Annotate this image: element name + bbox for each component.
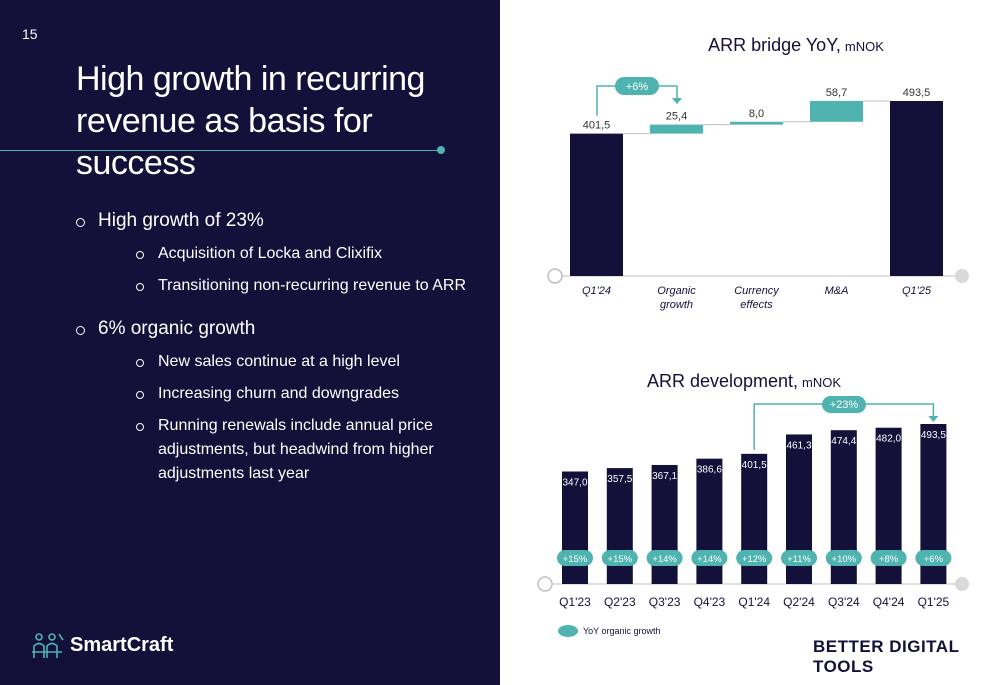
sub-bullet-item: New sales continue at a high level (136, 350, 476, 374)
chart-title-unit: mNOK (845, 39, 884, 54)
growth-pill-label: +15% (563, 554, 588, 565)
growth-pill (691, 550, 728, 566)
worker-icon (32, 633, 64, 658)
bar-value-label: 482,0 (876, 434, 901, 445)
growth-badge (822, 396, 866, 413)
sub-bullet-list: New sales continue at a high level Incre… (136, 350, 476, 486)
sub-bullet-item: Increasing churn and downgrades (136, 382, 476, 406)
arr-bar (651, 464, 678, 584)
category-label: Q1'24 (738, 595, 770, 609)
baseline-start-marker (537, 576, 553, 592)
legend-swatch (558, 625, 578, 637)
chart-title: ARR bridge YoY, mNOK (708, 35, 884, 55)
growth-pill-label: +11% (787, 554, 811, 565)
bar-value-label: 367,1 (652, 471, 677, 482)
bullet-item: High growth of 23% Acquisition of Locka … (76, 208, 476, 298)
chart-title-unit: mNOK (802, 375, 841, 390)
chart-title-text: ARR bridge YoY, (708, 35, 841, 55)
bar-value-label: 474,4 (831, 436, 856, 447)
annotation-arrowhead (672, 98, 682, 104)
divider-dot (437, 146, 445, 154)
bar-value-label: 401,5 (583, 120, 611, 132)
bar-value-label: 461,3 (786, 440, 811, 451)
growth-badge (615, 77, 659, 95)
growth-pill (781, 550, 817, 566)
growth-pill-label: +15% (608, 554, 633, 565)
sub-bullet-item: Running renewals include annual price ad… (136, 414, 476, 486)
sub-bullet-item: Acquisition of Locka and Clixifix (136, 242, 476, 266)
growth-pill (915, 550, 952, 566)
growth-badge-label: +23% (830, 399, 859, 411)
category-label: Q2'24 (783, 595, 815, 609)
category-label: Q1'23 (559, 595, 591, 609)
growth-pill (557, 550, 593, 566)
chart-title: ARR development, mNOK (647, 371, 841, 391)
legend-label: YoY organic growth (583, 626, 661, 636)
category-label: Q2'23 (604, 595, 636, 609)
growth-pill (870, 550, 907, 566)
baseline-end-marker (955, 577, 969, 591)
bar-value-label: 357,5 (607, 474, 632, 485)
growth-pill (736, 550, 773, 566)
category-label: Q1'24 (582, 285, 611, 297)
growth-pill-label: +14% (697, 554, 722, 565)
bullet-item: 6% organic growth New sales continue at … (76, 316, 476, 486)
left-panel: 15 High growth in recurring revenue as b… (0, 0, 500, 685)
sub-bullet-list: Acquisition of Locka and Clixifix Transi… (136, 242, 476, 298)
bullet-text: 6% organic growth (98, 318, 256, 339)
chart-title-text: ARR development, (647, 371, 798, 391)
bar-value-label: 58,7 (826, 87, 847, 99)
waterfall-bar (890, 101, 943, 276)
baseline-start-marker (547, 268, 563, 284)
category-label: M&A (825, 285, 849, 297)
bar-value-label: 25,4 (666, 111, 687, 123)
category-label: Q3'23 (649, 595, 681, 609)
waterfall-bar (810, 100, 863, 122)
divider-line (0, 150, 440, 151)
growth-pill-label: +12% (742, 554, 767, 565)
growth-pill-label: +8% (879, 554, 899, 565)
bullet-text: High growth of 23% (98, 210, 264, 231)
category-label: Q1'25 (918, 595, 950, 609)
category-label: Q4'24 (873, 595, 905, 609)
category-label: Q4'23 (694, 595, 726, 609)
annotation-arrowhead (928, 416, 939, 422)
bar-value-label: 386,6 (697, 465, 722, 476)
growth-badge-label: +6% (626, 81, 649, 93)
sub-bullet-item: Transitioning non-recurring revenue to A… (136, 274, 476, 298)
growth-pill-label: +14% (652, 554, 677, 565)
right-panel: ARR bridge YoY, mNOK 401,5 Q1'24 25,4 Organi… (500, 0, 1000, 685)
bar-value-label: 347,0 (562, 477, 587, 488)
bar-value-label: 8,0 (749, 108, 764, 120)
growth-pill (601, 550, 638, 566)
arr-development-chart: ARR development, mNOK 347,0 +15% Q1'23 357,5… (537, 371, 969, 637)
smartcraft-logo: SmartCraft (30, 628, 173, 662)
arr-bridge-chart: ARR bridge YoY, mNOK 401,5 Q1'24 25,4 Organi… (547, 35, 969, 311)
arr-bar (606, 468, 633, 584)
bar-value-label: 493,5 (903, 87, 931, 99)
waterfall-bar (730, 121, 783, 125)
category-label: Currency effects (734, 285, 780, 311)
logo-text: SmartCraft (70, 633, 174, 656)
bullet-list: High growth of 23% Acquisition of Locka … (76, 208, 476, 494)
bar-value-label: 493,5 (921, 430, 946, 441)
growth-pill (646, 550, 683, 566)
waterfall-bar (570, 133, 623, 276)
page-number: 15 (22, 26, 38, 42)
category-label: Organic growth (657, 285, 696, 311)
growth-pill-label: +6% (924, 554, 944, 565)
baseline-end-marker (955, 269, 969, 283)
category-label: Q3'24 (828, 595, 860, 609)
category-label: Q1'25 (902, 285, 932, 297)
slide-headline: High growth in recurring revenue as basi… (76, 60, 425, 182)
growth-pill-label: +10% (832, 554, 857, 565)
growth-pill (825, 550, 862, 566)
waterfall-bar (650, 124, 703, 134)
bar-value-label: 401,5 (742, 460, 767, 471)
tagline: BETTER DIGITAL TOOLS (813, 637, 960, 676)
